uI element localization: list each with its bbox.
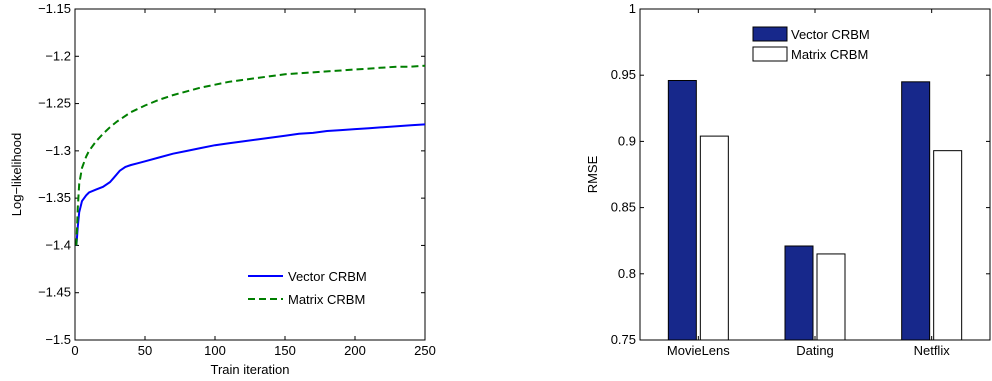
x-tick-label: 50 — [138, 343, 152, 358]
x-tick-label: 100 — [204, 343, 226, 358]
y-tick-label: −1.45 — [38, 285, 71, 300]
y-tick-label: 0.8 — [618, 266, 636, 281]
series-line-vector-crbm — [75, 123, 426, 246]
y-tick-label: 0.95 — [611, 67, 636, 82]
y-tick-label: −1.5 — [45, 332, 71, 347]
category-label: MovieLens — [667, 343, 730, 358]
legend-label: Vector CRBM — [288, 269, 367, 284]
bar-vector-crbm — [901, 81, 931, 341]
y-axis-label: RMSE — [585, 155, 600, 193]
bar-vector-crbm — [784, 245, 814, 341]
x-tick-label: 150 — [274, 343, 296, 358]
y-tick-label: 1 — [629, 1, 636, 16]
legend-label: Matrix CRBM — [791, 47, 868, 62]
legend-swatch — [752, 26, 788, 42]
legend-label: Matrix CRBM — [288, 292, 365, 307]
series-line-matrix-crbm — [75, 64, 426, 246]
y-tick-label: 0.9 — [618, 133, 636, 148]
y-tick-label: −1.15 — [38, 1, 71, 16]
y-tick-label: −1.25 — [38, 96, 71, 111]
x-tick-label: 200 — [344, 343, 366, 358]
y-tick-label: −1.35 — [38, 190, 71, 205]
y-tick-label: −1.4 — [45, 237, 71, 252]
x-tick-label: 250 — [414, 343, 436, 358]
x-tick-label: 0 — [71, 343, 78, 358]
legend-swatch — [752, 46, 788, 62]
y-tick-label: 0.75 — [611, 332, 636, 347]
legend-label: Vector CRBM — [791, 27, 870, 42]
bar-matrix-crbm — [699, 135, 729, 341]
category-label: Netflix — [914, 343, 951, 358]
y-tick-label: −1.3 — [45, 143, 71, 158]
bar-matrix-crbm — [816, 253, 846, 341]
bar-matrix-crbm — [933, 150, 963, 341]
y-tick-label: 0.85 — [611, 200, 636, 215]
bar-vector-crbm — [667, 79, 697, 341]
y-tick-label: −1.2 — [45, 48, 71, 63]
category-label: Dating — [796, 343, 834, 358]
plot-frame-1 — [74, 8, 426, 341]
y-axis-label: Log−likelihood — [9, 133, 24, 216]
x-axis-label: Train iteration — [211, 362, 290, 377]
